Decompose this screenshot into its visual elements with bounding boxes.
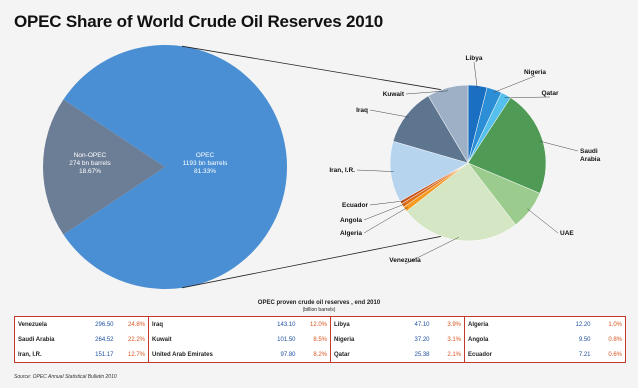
leader-line-angola — [363, 203, 406, 221]
source-note: Source: OPEC Annual Statistical Bulletin… — [14, 374, 117, 380]
country-cell: Saudi Arabia — [18, 336, 55, 343]
table-row: Saudi Arabia 264.52 22.2% Kuwait 101.50 8.5% N… — [15, 332, 626, 347]
leader-line-ecuador — [369, 200, 404, 206]
chart-title: OPEC Share of World Crude Oil Reserves 2… — [14, 12, 384, 31]
leader-line-iran-i-r — [356, 169, 394, 172]
country-cell: Algeria — [468, 321, 489, 328]
share-percent-cell: 22.2% — [116, 332, 149, 347]
share-percent-cell: 0.6% — [608, 351, 622, 358]
reserves-value-cell: 25.38 — [414, 351, 430, 358]
leader-line-algeria — [363, 207, 408, 234]
pie-label-venezuela: Venezuela — [389, 257, 421, 264]
pie-label-iraq: Iraq — [356, 107, 368, 114]
pie-slice-venezuela — [406, 162, 516, 242]
table-caption-unit: (billion barrels) — [302, 307, 336, 313]
pie-label-opec: OPEC 1193 bn barrels 81.33% — [183, 152, 228, 175]
share-percent-cell: 8.2% — [298, 347, 331, 363]
pie-label-uae: UAE — [560, 230, 574, 237]
table-row: Venezuela 296.50 24.8% Iraq 143.10 12.0% Libya… — [15, 316, 626, 332]
pie-slice-non-opec — [43, 99, 165, 235]
country-cell: Nigeria — [334, 336, 355, 343]
leader-line-uae — [527, 208, 559, 234]
table-caption: OPEC proven crude oil reserves , end 201… — [0, 300, 638, 314]
country-cell: Libya — [334, 321, 350, 328]
share-percent-cell: 0.8% — [608, 336, 622, 343]
pie-label-angola: Angola — [340, 217, 362, 224]
reserves-value-cell: 97.80 — [280, 351, 296, 358]
pie-label-saudi-arabia: Saudi Arabia — [580, 148, 601, 163]
share-percent-cell: 12.0% — [298, 316, 331, 332]
share-percent-cell: 3.9% — [432, 316, 465, 332]
pie-slice-kuwait — [427, 84, 469, 164]
pie-label-ecuador: Ecuador — [342, 202, 368, 209]
pie-label-algeria: Algeria — [340, 230, 362, 237]
country-cell: United Arab Emirates — [152, 351, 213, 358]
country-cell: Venezuela — [18, 321, 48, 328]
country-cell: Ecuador — [468, 351, 493, 358]
leader-line-iraq — [369, 109, 409, 118]
pie-slice-opec — [63, 44, 288, 289]
leader-line-kuwait — [405, 90, 449, 95]
country-cell: Qatar — [334, 351, 350, 358]
pie-label-nigeria: Nigeria — [524, 69, 546, 76]
reserves-value-cell: 296.50 — [95, 321, 114, 328]
share-percent-cell: 24.8% — [116, 316, 149, 332]
leader-line-saudi-arabia — [539, 140, 579, 152]
table-caption-title: OPEC proven crude oil reserves , end 201… — [257, 300, 381, 306]
reserves-value-cell: 12.20 — [575, 321, 591, 328]
country-cell: Angola — [468, 336, 489, 343]
country-cell: Kuwait — [152, 336, 172, 343]
pie-slice-saudi-arabia — [467, 97, 547, 194]
pie-label-qatar: Qatar — [542, 90, 559, 97]
leader-line-qatar — [504, 96, 551, 98]
leader-line-venezuela — [404, 237, 459, 265]
pie-slice-iran-i-r — [389, 140, 469, 202]
country-cell: Iran, I.R. — [18, 351, 42, 358]
reserves-value-cell: 264.52 — [95, 336, 114, 343]
table-row: Iran, I.R. 151.17 12.7% United Arab Emirate… — [15, 347, 626, 363]
reserves-value-cell: 47.10 — [414, 321, 430, 328]
country-cell: Iraq — [152, 321, 164, 328]
share-percent-cell: 1.0% — [608, 321, 622, 328]
share-percent-cell: 8.5% — [298, 332, 331, 347]
share-percent-cell: 12.7% — [116, 347, 149, 363]
pie-label-libya: Libya — [466, 55, 483, 62]
connector-line-bottom — [181, 235, 442, 289]
reserves-value-cell: 9.50 — [578, 336, 591, 343]
share-percent-cell: 3.1% — [432, 332, 465, 347]
pie-charts: Non-OPEC 274 bn barrels 18.67% OPEC 1193 bn … — [43, 44, 601, 289]
reserves-table: Venezuela 296.50 24.8% Iraq 143.10 12.0% Libya… — [14, 316, 626, 363]
reserves-value-cell: 143.10 — [277, 321, 296, 328]
reserves-value-cell: 7.21 — [578, 351, 591, 358]
pie-label-non-opec: Non-OPEC 274 bn barrels 18.67% — [69, 152, 111, 175]
pie-label-kuwait: Kuwait — [383, 91, 405, 98]
connector-line-top — [181, 45, 442, 91]
reserves-value-cell: 101.50 — [277, 336, 296, 343]
share-percent-cell: 2.1% — [432, 347, 465, 363]
reserves-value-cell: 37.20 — [414, 336, 430, 343]
leader-line-libya — [473, 61, 478, 89]
reserves-value-cell: 151.17 — [95, 351, 114, 358]
pie-label-iran-i-r: Iran, I.R. — [329, 167, 355, 174]
leader-line-nigeria — [493, 75, 536, 93]
